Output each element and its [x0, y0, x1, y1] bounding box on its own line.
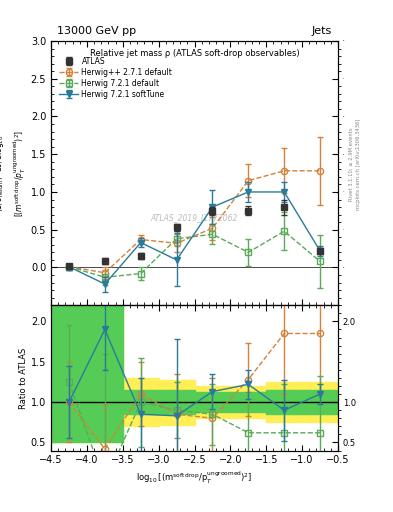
Text: ATLAS_2019_I1772062: ATLAS_2019_I1772062	[151, 214, 238, 223]
Text: Rivet 3.1.10; ≥ 2.9M events: Rivet 3.1.10; ≥ 2.9M events	[349, 127, 354, 201]
Legend: ATLAS, Herwig++ 2.7.1 default, Herwig 7.2.1 default, Herwig 7.2.1 softTune: ATLAS, Herwig++ 2.7.1 default, Herwig 7.…	[58, 55, 174, 100]
Text: mcplots.cern.ch [arXiv:1306.3436]: mcplots.cern.ch [arXiv:1306.3436]	[356, 118, 361, 209]
Text: Relative jet mass ρ (ATLAS soft-drop observables): Relative jet mass ρ (ATLAS soft-drop obs…	[90, 49, 299, 58]
X-axis label: $\log_{10}$[(m$^{\rm soft\,drop}$/p$_T^{\rm ungroomed})^2$]: $\log_{10}$[(m$^{\rm soft\,drop}$/p$_T^{…	[136, 470, 253, 486]
Text: 13000 GeV pp: 13000 GeV pp	[57, 26, 136, 36]
Y-axis label: Ratio to ATLAS: Ratio to ATLAS	[19, 347, 28, 409]
Text: Jets: Jets	[312, 26, 332, 36]
Y-axis label: $(1/\sigma_{\rm resum})$  d$\sigma$/d$\log_{10}$
$[(m^{\rm soft\,drop}/p_T^{\rm : $(1/\sigma_{\rm resum})$ d$\sigma$/d$\lo…	[0, 130, 28, 217]
